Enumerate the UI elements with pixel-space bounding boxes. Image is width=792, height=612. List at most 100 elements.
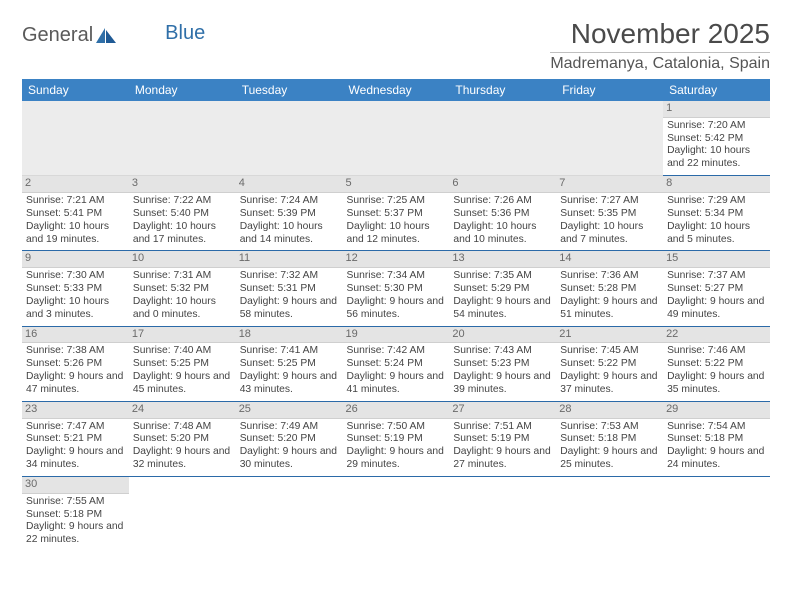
day-details: Sunrise: 7:26 AMSunset: 5:36 PMDaylight:…: [453, 195, 552, 246]
day-details: Sunrise: 7:24 AMSunset: 5:39 PMDaylight:…: [240, 195, 339, 246]
day-number: 28: [556, 402, 663, 419]
day-number: 4: [236, 176, 343, 193]
day-cell: 18Sunrise: 7:41 AMSunset: 5:25 PMDayligh…: [236, 326, 343, 401]
day-details: Sunrise: 7:46 AMSunset: 5:22 PMDaylight:…: [667, 345, 766, 396]
week-row: 9 Sunrise: 7:30 AMSunset: 5:33 PMDaylight…: [22, 251, 770, 326]
day-header: Friday: [556, 79, 663, 101]
week-row: 2Sunrise: 7:21 AMSunset: 5:41 PMDaylight…: [22, 176, 770, 251]
week-row: 23 Sunrise: 7:47 AMSunset: 5:21 PMDayligh…: [22, 401, 770, 476]
day-number: 27: [449, 402, 556, 419]
day-cell: 28 Sunrise: 7:53 AMSunset: 5:18 PMDayligh…: [556, 401, 663, 476]
day-header: Saturday: [663, 79, 770, 101]
day-number: 14: [556, 251, 663, 268]
day-cell: 13 Sunrise: 7:35 AMSunset: 5:29 PMDayligh…: [449, 251, 556, 326]
day-number: 6: [449, 176, 556, 193]
day-number: 8: [663, 176, 770, 193]
day-cell: 21Sunrise: 7:45 AMSunset: 5:22 PMDayligh…: [556, 326, 663, 401]
day-cell: 26 Sunrise: 7:50 AMSunset: 5:19 PMDayligh…: [343, 401, 450, 476]
day-details: Sunrise: 7:38 AMSunset: 5:26 PMDaylight:…: [26, 345, 125, 396]
day-cell: 30 Sunrise: 7:55 AMSunset: 5:18 PMDayligh…: [22, 476, 129, 551]
day-details: Sunrise: 7:37 AMSunset: 5:27 PMDaylight:…: [667, 270, 766, 321]
day-number: 13: [449, 251, 556, 268]
title-block: November 2025 Madremanya, Catalonia, Spa…: [550, 18, 770, 73]
day-number: 11: [236, 251, 343, 268]
day-number: 15: [663, 251, 770, 268]
day-number: 18: [236, 327, 343, 344]
page-title: November 2025: [550, 18, 770, 53]
day-cell: 14Sunrise: 7:36 AMSunset: 5:28 PMDayligh…: [556, 251, 663, 326]
day-cell: [449, 101, 556, 176]
day-cell: 5Sunrise: 7:25 AMSunset: 5:37 PMDaylight…: [343, 176, 450, 251]
day-details: Sunrise: 7:47 AMSunset: 5:21 PMDaylight:…: [26, 421, 125, 472]
day-number: 1: [663, 101, 770, 118]
day-number: 23: [22, 402, 129, 419]
day-cell: 6 Sunrise: 7:26 AMSunset: 5:36 PMDaylight…: [449, 176, 556, 251]
day-cell: 16Sunrise: 7:38 AMSunset: 5:26 PMDayligh…: [22, 326, 129, 401]
day-cell: [129, 101, 236, 176]
day-number: 12: [343, 251, 450, 268]
day-cell: 3Sunrise: 7:22 AMSunset: 5:40 PMDaylight…: [129, 176, 236, 251]
day-cell: 29Sunrise: 7:54 AMSunset: 5:18 PMDayligh…: [663, 401, 770, 476]
day-cell: 23 Sunrise: 7:47 AMSunset: 5:21 PMDayligh…: [22, 401, 129, 476]
day-cell: 20Sunrise: 7:43 AMSunset: 5:23 PMDayligh…: [449, 326, 556, 401]
day-number: 26: [343, 402, 450, 419]
day-number: 22: [663, 327, 770, 344]
day-cell: 4 Sunrise: 7:24 AMSunset: 5:39 PMDaylight…: [236, 176, 343, 251]
day-details: Sunrise: 7:21 AMSunset: 5:41 PMDaylight:…: [26, 195, 125, 246]
logo: General Blue: [22, 18, 205, 47]
day-cell: 11Sunrise: 7:32 AMSunset: 5:31 PMDayligh…: [236, 251, 343, 326]
day-number: 9: [22, 251, 129, 268]
day-cell: 25 Sunrise: 7:49 AMSunset: 5:20 PMDayligh…: [236, 401, 343, 476]
day-details: Sunrise: 7:54 AMSunset: 5:18 PMDaylight:…: [667, 421, 766, 472]
day-cell: [129, 476, 236, 551]
header: General Blue November 2025 Madremanya, C…: [22, 18, 770, 73]
day-cell: [22, 101, 129, 176]
day-cell: 2Sunrise: 7:21 AMSunset: 5:41 PMDaylight…: [22, 176, 129, 251]
day-details: Sunrise: 7:22 AMSunset: 5:40 PMDaylight:…: [133, 195, 232, 246]
week-row: 16Sunrise: 7:38 AMSunset: 5:26 PMDayligh…: [22, 326, 770, 401]
day-cell: [343, 101, 450, 176]
day-details: Sunrise: 7:41 AMSunset: 5:25 PMDaylight:…: [240, 345, 339, 396]
day-details: Sunrise: 7:35 AMSunset: 5:29 PMDaylight:…: [453, 270, 552, 321]
day-details: Sunrise: 7:34 AMSunset: 5:30 PMDaylight:…: [347, 270, 446, 321]
day-details: Sunrise: 7:49 AMSunset: 5:20 PMDaylight:…: [240, 421, 339, 472]
day-details: Sunrise: 7:48 AMSunset: 5:20 PMDaylight:…: [133, 421, 232, 472]
day-cell: 27 Sunrise: 7:51 AMSunset: 5:19 PMDayligh…: [449, 401, 556, 476]
day-details: Sunrise: 7:53 AMSunset: 5:18 PMDaylight:…: [560, 421, 659, 472]
week-row: 30 Sunrise: 7:55 AMSunset: 5:18 PMDayligh…: [22, 476, 770, 551]
day-number: 7: [556, 176, 663, 193]
day-number: 17: [129, 327, 236, 344]
day-details: Sunrise: 7:45 AMSunset: 5:22 PMDaylight:…: [560, 345, 659, 396]
day-details: Sunrise: 7:51 AMSunset: 5:19 PMDaylight:…: [453, 421, 552, 472]
day-number: 25: [236, 402, 343, 419]
day-cell: [236, 476, 343, 551]
day-cell: [556, 476, 663, 551]
day-cell: [663, 476, 770, 551]
day-details: Sunrise: 7:55 AMSunset: 5:18 PMDaylight:…: [26, 496, 125, 547]
day-number: 24: [129, 402, 236, 419]
logo-text-1: General: [22, 24, 93, 47]
day-cell: [449, 476, 556, 551]
day-details: Sunrise: 7:27 AMSunset: 5:35 PMDaylight:…: [560, 195, 659, 246]
day-cell: 7 Sunrise: 7:27 AMSunset: 5:35 PMDaylight…: [556, 176, 663, 251]
day-details: Sunrise: 7:50 AMSunset: 5:19 PMDaylight:…: [347, 421, 446, 472]
location: Madremanya, Catalonia, Spain: [550, 55, 770, 73]
day-cell: 22Sunrise: 7:46 AMSunset: 5:22 PMDayligh…: [663, 326, 770, 401]
day-cell: 10Sunrise: 7:31 AMSunset: 5:32 PMDayligh…: [129, 251, 236, 326]
day-number: 5: [343, 176, 450, 193]
day-cell: [343, 476, 450, 551]
day-cell: 9 Sunrise: 7:30 AMSunset: 5:33 PMDaylight…: [22, 251, 129, 326]
day-header: Monday: [129, 79, 236, 101]
logo-sail-icon: [95, 27, 117, 45]
day-details: Sunrise: 7:42 AMSunset: 5:24 PMDaylight:…: [347, 345, 446, 396]
day-header: Wednesday: [343, 79, 450, 101]
day-cell: 19Sunrise: 7:42 AMSunset: 5:24 PMDayligh…: [343, 326, 450, 401]
day-number: 16: [22, 327, 129, 344]
day-number: 19: [343, 327, 450, 344]
day-number: 10: [129, 251, 236, 268]
day-number: 30: [22, 477, 129, 494]
day-cell: 15 Sunrise: 7:37 AMSunset: 5:27 PMDayligh…: [663, 251, 770, 326]
day-details: Sunrise: 7:40 AMSunset: 5:25 PMDaylight:…: [133, 345, 232, 396]
day-details: Sunrise: 7:30 AMSunset: 5:33 PMDaylight:…: [26, 270, 125, 321]
day-cell: 24 Sunrise: 7:48 AMSunset: 5:20 PMDayligh…: [129, 401, 236, 476]
